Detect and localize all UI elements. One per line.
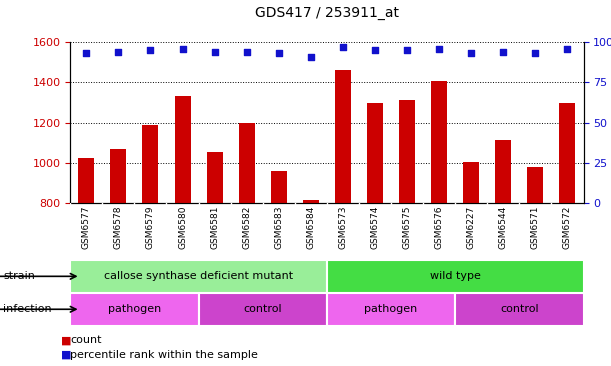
Text: GSM6577: GSM6577 bbox=[82, 206, 91, 250]
Point bbox=[563, 46, 573, 52]
Point bbox=[178, 46, 188, 52]
Point bbox=[145, 47, 155, 53]
Bar bbox=[335, 70, 351, 203]
Bar bbox=[327, 293, 455, 326]
Text: GSM6581: GSM6581 bbox=[210, 206, 219, 250]
Bar bbox=[239, 123, 255, 203]
Point bbox=[530, 51, 540, 56]
Text: GDS417 / 253911_at: GDS417 / 253911_at bbox=[255, 6, 399, 20]
Text: strain: strain bbox=[3, 271, 35, 281]
Point bbox=[434, 46, 444, 52]
Text: GSM6578: GSM6578 bbox=[114, 206, 123, 250]
Bar bbox=[431, 81, 447, 203]
Text: GSM6580: GSM6580 bbox=[178, 206, 187, 250]
Point bbox=[306, 54, 316, 60]
Point bbox=[499, 49, 508, 55]
Text: pathogen: pathogen bbox=[364, 304, 418, 314]
Text: wild type: wild type bbox=[430, 271, 481, 281]
Text: control: control bbox=[243, 304, 282, 314]
Point bbox=[402, 47, 412, 53]
Bar bbox=[455, 293, 584, 326]
Bar bbox=[527, 167, 543, 203]
Bar bbox=[207, 152, 222, 203]
Text: GSM6571: GSM6571 bbox=[531, 206, 540, 250]
Bar bbox=[560, 104, 576, 203]
Text: control: control bbox=[500, 304, 539, 314]
Point bbox=[370, 47, 380, 53]
Bar bbox=[463, 162, 479, 203]
Bar bbox=[367, 104, 383, 203]
Bar bbox=[496, 140, 511, 203]
Point bbox=[338, 44, 348, 50]
Bar bbox=[399, 100, 415, 203]
Point bbox=[466, 51, 476, 56]
Bar bbox=[303, 199, 319, 203]
Bar bbox=[142, 124, 158, 203]
Text: percentile rank within the sample: percentile rank within the sample bbox=[70, 350, 258, 360]
Bar bbox=[70, 293, 199, 326]
Bar bbox=[175, 96, 191, 203]
Text: GSM6574: GSM6574 bbox=[370, 206, 379, 249]
Bar bbox=[111, 149, 126, 203]
Text: infection: infection bbox=[3, 304, 52, 314]
Text: GSM6573: GSM6573 bbox=[338, 206, 348, 250]
Text: callose synthase deficient mutant: callose synthase deficient mutant bbox=[104, 271, 293, 281]
Text: GSM6575: GSM6575 bbox=[403, 206, 412, 250]
Bar bbox=[271, 171, 287, 203]
Text: GSM6582: GSM6582 bbox=[242, 206, 251, 249]
Bar bbox=[78, 158, 94, 203]
Text: GSM6584: GSM6584 bbox=[306, 206, 315, 249]
Text: GSM6579: GSM6579 bbox=[146, 206, 155, 250]
Text: pathogen: pathogen bbox=[108, 304, 161, 314]
Text: GSM6227: GSM6227 bbox=[467, 206, 476, 249]
Text: GSM6572: GSM6572 bbox=[563, 206, 572, 249]
Point bbox=[242, 49, 252, 55]
Point bbox=[114, 49, 123, 55]
Point bbox=[210, 49, 219, 55]
Text: GSM6544: GSM6544 bbox=[499, 206, 508, 249]
Point bbox=[274, 51, 284, 56]
Bar bbox=[70, 260, 327, 293]
Bar bbox=[199, 293, 327, 326]
Text: count: count bbox=[70, 335, 102, 346]
Text: GSM6576: GSM6576 bbox=[434, 206, 444, 250]
Point bbox=[81, 51, 91, 56]
Bar bbox=[327, 260, 584, 293]
Text: ■: ■ bbox=[61, 350, 71, 360]
Text: ■: ■ bbox=[61, 335, 71, 346]
Text: GSM6583: GSM6583 bbox=[274, 206, 284, 250]
